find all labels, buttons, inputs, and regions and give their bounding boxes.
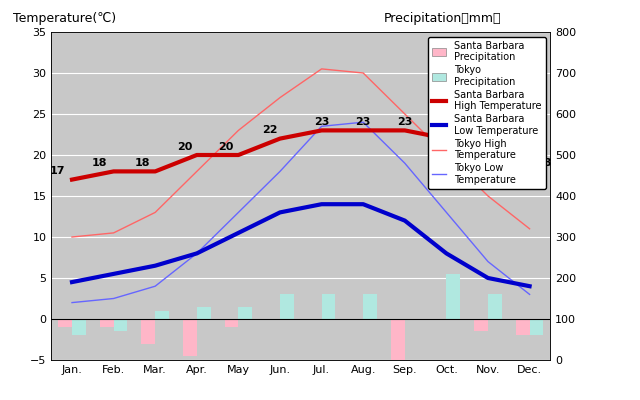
- Text: 23: 23: [314, 117, 330, 127]
- Bar: [321, 294, 335, 319]
- Text: 23: 23: [397, 117, 413, 127]
- Bar: [155, 311, 169, 319]
- Text: 17: 17: [50, 166, 65, 176]
- Text: 18: 18: [135, 158, 150, 168]
- Text: 22: 22: [262, 125, 277, 135]
- Bar: [183, 319, 197, 356]
- Bar: [488, 294, 502, 319]
- Bar: [516, 319, 530, 335]
- Bar: [100, 319, 114, 327]
- Text: 18: 18: [92, 158, 107, 168]
- Bar: [238, 307, 252, 319]
- Bar: [225, 319, 238, 327]
- Text: 18: 18: [536, 158, 552, 168]
- Bar: [474, 319, 488, 331]
- Text: 22: 22: [435, 125, 450, 135]
- Bar: [529, 319, 543, 335]
- Text: 20: 20: [476, 142, 492, 152]
- Text: 20: 20: [177, 142, 192, 152]
- Bar: [58, 319, 72, 327]
- Bar: [141, 319, 155, 344]
- Bar: [197, 307, 211, 319]
- Bar: [280, 294, 294, 319]
- Bar: [447, 274, 460, 319]
- Legend: Santa Barbara
Precipitation, Tokyo
Precipitation, Santa Barbara
High Temperature: Santa Barbara Precipitation, Tokyo Preci…: [428, 37, 545, 189]
- Bar: [391, 319, 404, 360]
- Text: Temperature(℃): Temperature(℃): [13, 12, 116, 25]
- Text: Precipitation（mm）: Precipitation（mm）: [384, 12, 502, 25]
- Bar: [363, 294, 377, 319]
- Bar: [114, 319, 127, 331]
- Text: 23: 23: [355, 117, 371, 127]
- Text: 20: 20: [218, 142, 234, 152]
- Bar: [72, 319, 86, 335]
